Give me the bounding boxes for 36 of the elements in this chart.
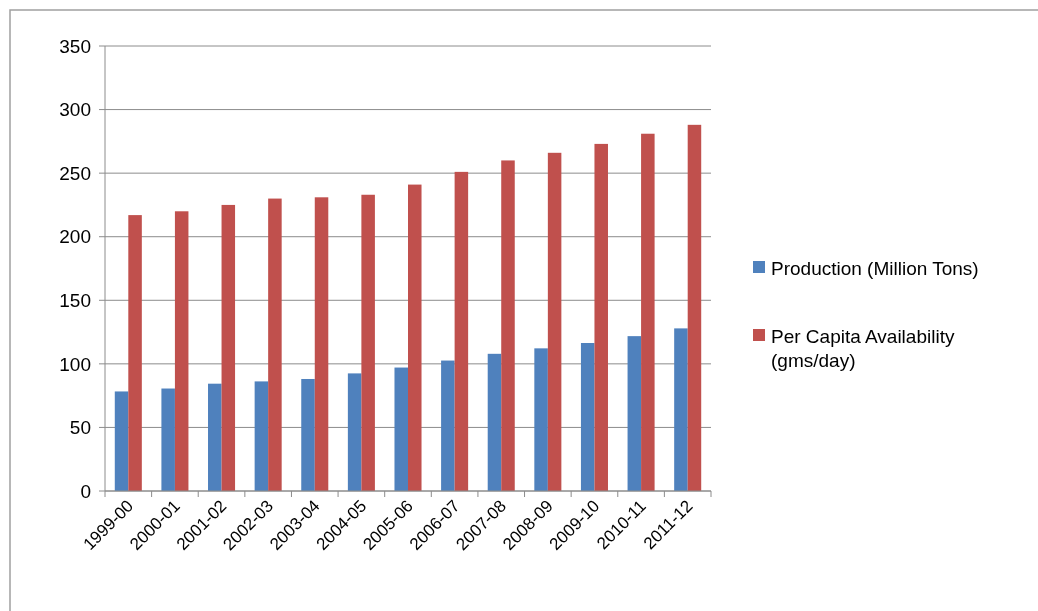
bar (674, 328, 688, 491)
bar (268, 198, 282, 491)
bar (361, 194, 375, 491)
y-tick-label: 250 (59, 162, 91, 184)
y-tick-label: 0 (80, 480, 91, 502)
bar (441, 360, 455, 491)
bar (408, 184, 422, 491)
bar (128, 215, 142, 491)
bar (487, 353, 502, 491)
bar (534, 348, 548, 491)
bar (221, 204, 236, 491)
bar (208, 383, 222, 491)
bar (641, 133, 655, 491)
bar (501, 160, 515, 491)
legend-label: Per Capita Availability (gms/day) (771, 325, 955, 372)
bar (254, 381, 269, 491)
bar (301, 378, 315, 491)
y-tick-label: 50 (69, 417, 91, 439)
bar (687, 124, 702, 491)
y-tick-label: 350 (59, 35, 91, 57)
y-tick-label: 200 (59, 226, 91, 248)
legend-label: Production (Million Tons) (771, 257, 979, 279)
bar (114, 391, 129, 491)
bar (347, 373, 362, 491)
bar (580, 343, 595, 491)
bar (547, 152, 562, 491)
y-tick-label: 150 (59, 289, 91, 311)
bar (594, 143, 608, 491)
bar (314, 197, 329, 491)
bar (174, 211, 189, 491)
bar (161, 388, 175, 491)
y-tick-label: 300 (59, 99, 91, 121)
bar (394, 367, 408, 491)
bar (627, 336, 642, 491)
bar (454, 171, 469, 491)
y-tick-label: 100 (59, 353, 91, 375)
